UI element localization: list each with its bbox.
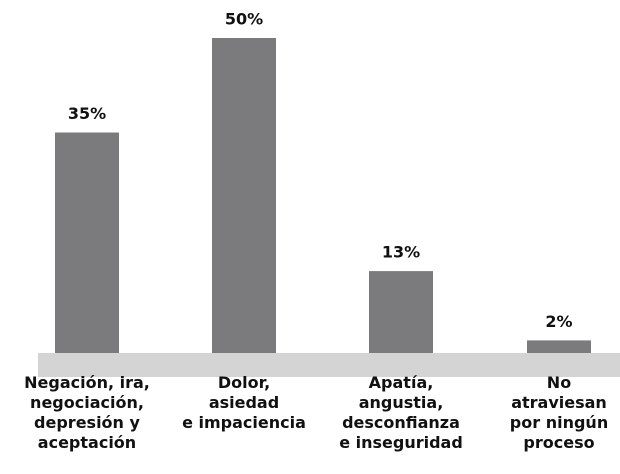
- x-tick-label: Dolor, asiedad e impaciencia: [182, 373, 306, 432]
- value-label: 13%: [382, 243, 420, 262]
- value-label: 50%: [225, 10, 263, 29]
- bar: [55, 132, 119, 353]
- x-tick-label: Apatía, angustia, desconfianza e insegur…: [339, 373, 463, 452]
- bar: [212, 38, 276, 353]
- bar: [369, 271, 433, 353]
- floor: [38, 353, 620, 377]
- value-label: 2%: [545, 312, 572, 331]
- x-tick-label: Negación, ira, negociación, depresión y …: [24, 373, 150, 452]
- value-label: 35%: [68, 104, 106, 123]
- x-tick-label: No atraviesan por ningún proceso: [509, 373, 609, 452]
- bar: [527, 340, 591, 353]
